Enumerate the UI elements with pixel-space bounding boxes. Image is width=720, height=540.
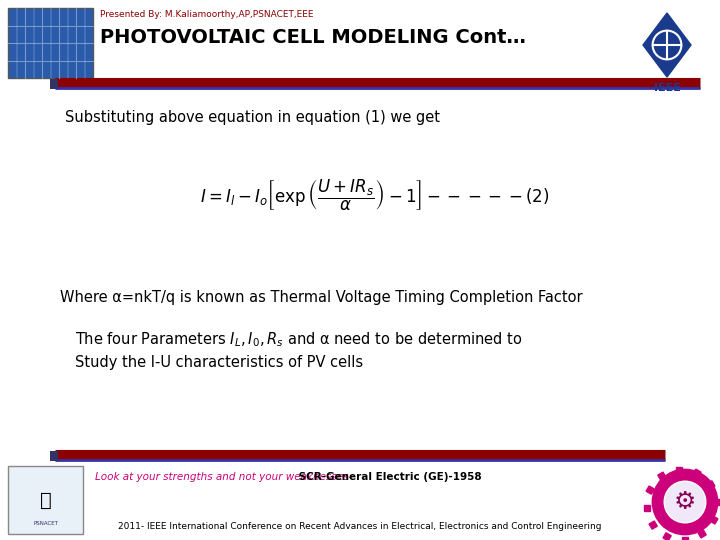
FancyBboxPatch shape	[8, 8, 93, 78]
Circle shape	[653, 470, 717, 534]
Bar	[682, 537, 688, 540]
Bar	[663, 533, 671, 540]
Text: Look at your strengths and not your weaknesses-: Look at your strengths and not your weak…	[95, 472, 352, 482]
Bar	[693, 469, 701, 477]
Bar	[50, 451, 58, 461]
Text: PSNACET: PSNACET	[33, 521, 58, 526]
Text: 🏛: 🏛	[40, 490, 51, 510]
Bar	[676, 467, 682, 473]
Bar	[714, 499, 720, 505]
Bar	[50, 79, 58, 89]
Text: ⚙: ⚙	[674, 490, 696, 514]
Text: $I = I_l - I_o\left[\exp\left(\dfrac{U + IR_s}{\alpha}\right)-1\right]-----(2)$: $I = I_l - I_o\left[\exp\left(\dfrac{U +…	[200, 178, 549, 213]
Text: 2011- IEEE International Conference on Recent Advances in Electrical, Electronic: 2011- IEEE International Conference on R…	[118, 522, 602, 531]
Text: Presented By: M.Kaliamoorthy,AP,PSNACET,EEE: Presented By: M.Kaliamoorthy,AP,PSNACET,…	[100, 10, 313, 19]
Text: Where α=nkT/q is known as Thermal Voltage Timing Completion Factor: Where α=nkT/q is known as Thermal Voltag…	[60, 290, 582, 305]
Bar	[646, 486, 654, 494]
Text: Substituting above equation in equation (1) we get: Substituting above equation in equation …	[65, 110, 440, 125]
Text: PHOTOVOLTAIC CELL MODELING Cont…: PHOTOVOLTAIC CELL MODELING Cont…	[100, 28, 526, 47]
Polygon shape	[643, 13, 691, 77]
Text: Study the I-U characteristics of PV cells: Study the I-U characteristics of PV cell…	[75, 355, 363, 370]
Bar	[698, 530, 706, 538]
Bar	[644, 505, 650, 511]
Bar	[710, 516, 718, 524]
Bar	[658, 472, 666, 480]
Circle shape	[665, 481, 706, 523]
Text: SCR-General Electric (GE)-1958: SCR-General Electric (GE)-1958	[295, 472, 482, 482]
Bar	[649, 521, 657, 529]
Text: The four Parameters $I_L,I_0,R_s$ and α need to be determined to: The four Parameters $I_L,I_0,R_s$ and α …	[75, 330, 523, 349]
Bar	[707, 481, 715, 489]
Text: IEEE: IEEE	[654, 83, 680, 93]
FancyBboxPatch shape	[8, 466, 83, 534]
